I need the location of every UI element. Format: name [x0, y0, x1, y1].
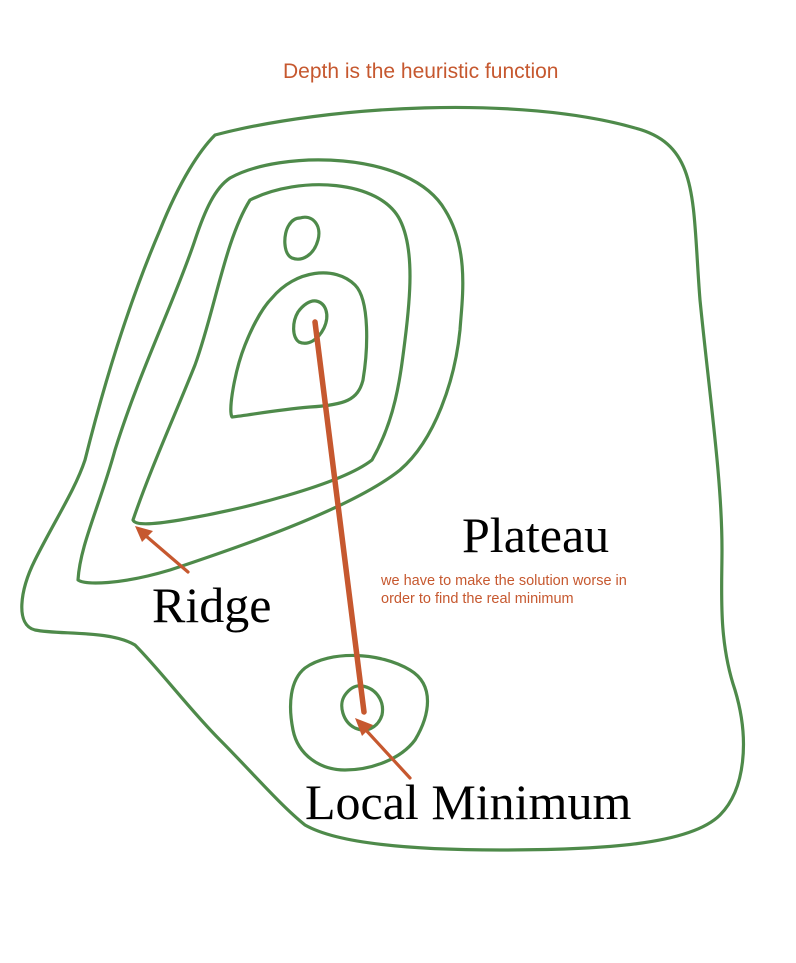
- contour-lines: [20, 105, 745, 852]
- ridge-arrow-shaft: [144, 534, 190, 574]
- local-minimum-inner-ring: [340, 684, 385, 732]
- contour-ring-3: [131, 183, 412, 526]
- local-minimum-outer-ring: [288, 653, 430, 772]
- local-minimum-arrow-shaft: [362, 726, 412, 780]
- contour-ring-2: [76, 158, 465, 585]
- connector-line: [312, 319, 367, 715]
- ridge-label: Ridge: [152, 577, 272, 633]
- annotation-note: we have to make the solution worse in or…: [381, 573, 627, 607]
- contour-peak-inner: [292, 299, 329, 345]
- local-minimum-label: Local Minimum: [305, 774, 632, 830]
- diagram-title: Depth is the heuristic function: [283, 60, 559, 83]
- contour-ring-4: [229, 271, 369, 419]
- annotation-arrows: [135, 319, 412, 780]
- local-minimum-arrow-head: [355, 718, 373, 736]
- outer-contour: [20, 105, 745, 852]
- ridge-arrow-head: [135, 526, 153, 542]
- contour-peak-small: [283, 215, 321, 261]
- plateau-label: Plateau: [462, 507, 610, 563]
